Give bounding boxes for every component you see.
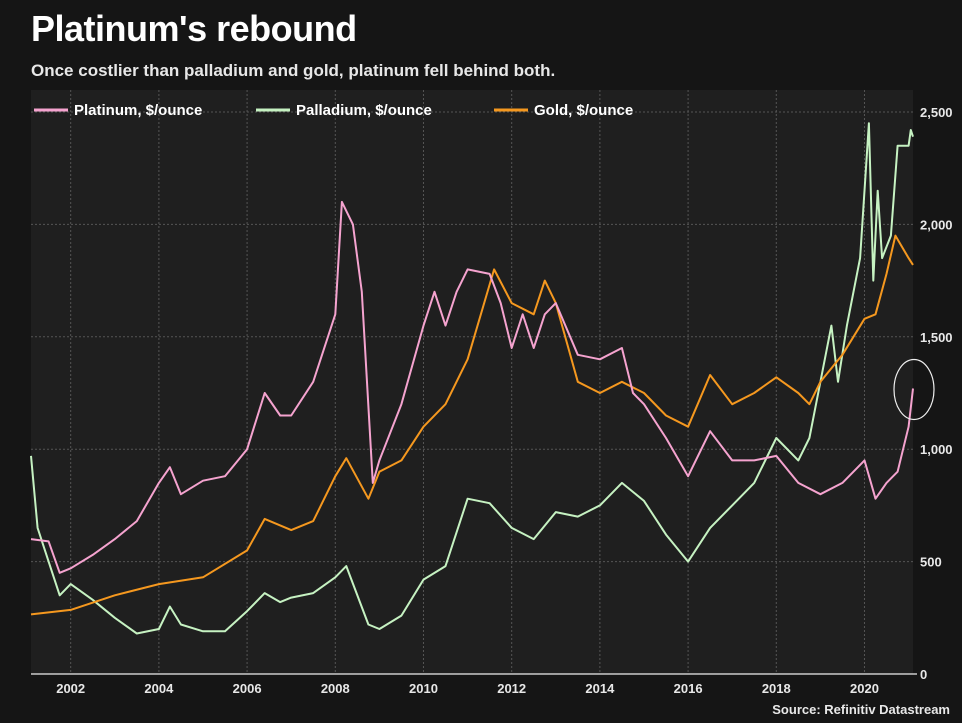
x-tick-label: 2004 bbox=[144, 681, 174, 696]
x-tick-label: 2014 bbox=[585, 681, 615, 696]
y-tick-label: 1,500 bbox=[920, 330, 953, 345]
x-tick-label: 2006 bbox=[233, 681, 262, 696]
y-tick-label: 1,000 bbox=[920, 442, 953, 457]
x-tick-label: 2020 bbox=[850, 681, 879, 696]
chart-title: Platinum's rebound bbox=[31, 8, 357, 49]
series-line-platinum bbox=[30, 200, 914, 574]
x-tick-label: 2010 bbox=[409, 681, 438, 696]
y-tick-label: 2,000 bbox=[920, 217, 953, 232]
plot-area bbox=[31, 90, 913, 674]
y-tick-label: 500 bbox=[920, 555, 942, 570]
series-line-palladium bbox=[30, 122, 914, 635]
legend-label: Gold, $/ounce bbox=[534, 102, 633, 119]
annotation-circle bbox=[893, 358, 935, 421]
x-tick-label: 2018 bbox=[762, 681, 791, 696]
x-tick-label: 2016 bbox=[674, 681, 703, 696]
x-tick-label: 2008 bbox=[321, 681, 350, 696]
y-tick-label: 2,500 bbox=[920, 105, 953, 120]
chart-subtitle: Once costlier than palladium and gold, p… bbox=[31, 61, 556, 80]
x-tick-label: 2012 bbox=[497, 681, 526, 696]
legend-label: Palladium, $/ounce bbox=[296, 102, 432, 119]
source-note: Source: Refinitiv Datastream bbox=[772, 702, 950, 717]
x-tick-label: 2002 bbox=[56, 681, 85, 696]
y-tick-label: 0 bbox=[920, 667, 927, 682]
legend-label: Platinum, $/ounce bbox=[74, 102, 202, 119]
